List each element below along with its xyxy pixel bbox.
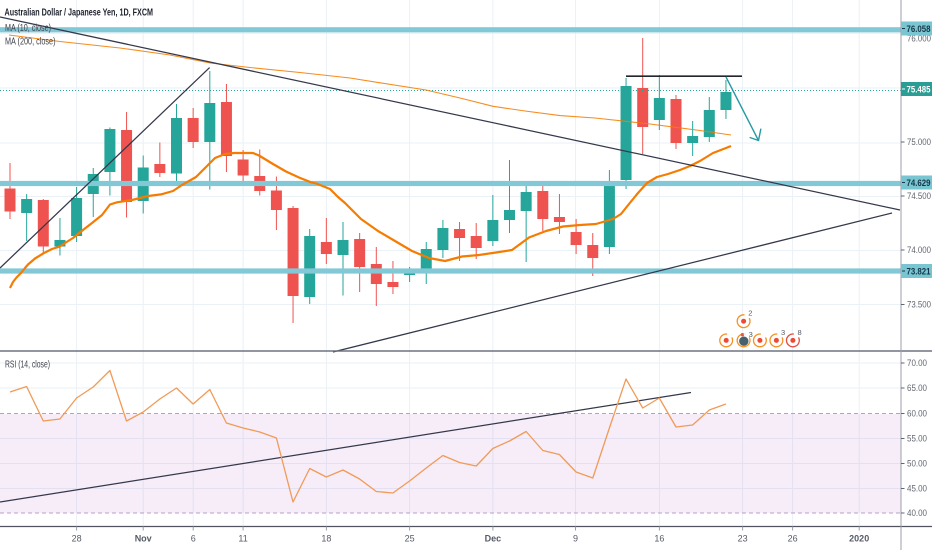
svg-text:65.00: 65.00	[907, 383, 927, 393]
svg-text:9: 9	[573, 534, 578, 544]
svg-text:50.00: 50.00	[907, 459, 927, 469]
svg-text:73.500: 73.500	[907, 300, 931, 310]
svg-text:6: 6	[191, 534, 196, 544]
svg-text:MA (10, close): MA (10, close)	[5, 22, 51, 34]
svg-text:60.00: 60.00	[907, 409, 927, 419]
svg-text:Australian Dollar / Japanese Y: Australian Dollar / Japanese Yen, 1D, FX…	[5, 7, 154, 19]
svg-text:40.00: 40.00	[907, 508, 927, 518]
svg-text:25: 25	[405, 534, 415, 544]
svg-text:11: 11	[238, 534, 247, 544]
svg-text:74.629: 74.629	[907, 178, 931, 188]
svg-text:76.058: 76.058	[907, 24, 931, 34]
svg-text:73.821: 73.821	[907, 266, 931, 276]
svg-text:MA (200, close): MA (200, close)	[5, 36, 56, 48]
svg-text:74.000: 74.000	[907, 245, 931, 255]
svg-text:8: 8	[798, 328, 802, 337]
svg-text:74.500: 74.500	[907, 191, 931, 201]
svg-text:75.000: 75.000	[907, 137, 931, 147]
svg-text:70.00: 70.00	[907, 358, 927, 368]
svg-text:3: 3	[781, 328, 785, 337]
svg-text:23: 23	[738, 534, 748, 544]
svg-text:2: 2	[748, 309, 752, 318]
svg-text:Nov: Nov	[135, 534, 152, 544]
svg-text:2020: 2020	[849, 534, 869, 544]
svg-text:18: 18	[321, 534, 331, 544]
svg-text:3: 3	[749, 330, 753, 339]
svg-text:28: 28	[72, 534, 82, 544]
svg-text:76.000: 76.000	[907, 34, 931, 44]
svg-text:75.485: 75.485	[907, 84, 931, 94]
svg-text:RSI (14, close): RSI (14, close)	[5, 358, 50, 370]
svg-text:45.00: 45.00	[907, 484, 927, 494]
svg-text:16: 16	[654, 534, 664, 544]
svg-text:26: 26	[788, 534, 798, 544]
svg-text:Dec: Dec	[485, 534, 502, 544]
svg-text:55.00: 55.00	[907, 434, 927, 444]
